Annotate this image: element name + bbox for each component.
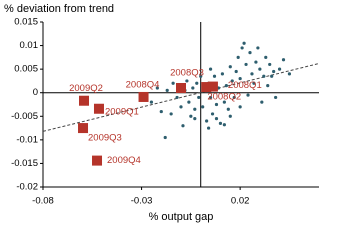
y-tick-label: -0.01 xyxy=(16,134,38,145)
point xyxy=(181,124,185,128)
point-label: 2009Q2 xyxy=(69,83,103,94)
point xyxy=(226,107,230,111)
point xyxy=(254,60,258,64)
point-label: 2008Q4 xyxy=(126,79,160,90)
point xyxy=(277,67,282,71)
x-tick-label: -0.08 xyxy=(32,196,54,207)
highlight-point xyxy=(93,103,104,114)
y-axis-label: % deviation from trend xyxy=(4,3,114,15)
point-label: 2009Q4 xyxy=(107,155,141,166)
point xyxy=(270,74,274,78)
y-tick-label: 0.015 xyxy=(14,17,38,28)
point xyxy=(205,119,209,123)
point xyxy=(252,81,256,85)
point xyxy=(193,107,197,111)
highlight-point xyxy=(176,83,186,93)
point xyxy=(159,109,163,114)
point xyxy=(244,62,248,67)
point xyxy=(210,112,215,116)
y-tick-label: -0.02 xyxy=(16,182,38,193)
highlight-point xyxy=(207,81,218,92)
point xyxy=(199,74,203,78)
point xyxy=(207,126,211,130)
point xyxy=(248,51,252,55)
highlight-point xyxy=(201,82,212,93)
point xyxy=(218,121,223,125)
y-tick-label: 0 xyxy=(33,87,38,98)
point xyxy=(169,112,173,116)
highlight-point xyxy=(79,95,90,106)
point xyxy=(240,46,244,50)
point-label: 2008Q3 xyxy=(170,68,204,79)
point xyxy=(262,74,266,78)
point xyxy=(195,81,199,85)
point xyxy=(260,100,264,104)
point xyxy=(287,72,292,76)
point xyxy=(214,117,219,121)
y-tick-label: 0.005 xyxy=(14,64,38,75)
point xyxy=(220,72,224,76)
point xyxy=(165,88,169,92)
point xyxy=(208,95,213,100)
page: % deviation from trend % output gap 0.01… xyxy=(4,2,320,223)
point xyxy=(236,55,240,59)
highlight-point xyxy=(138,91,149,102)
point xyxy=(266,84,270,88)
point xyxy=(281,58,286,62)
point xyxy=(214,102,219,107)
y-tick-label: -0.005 xyxy=(11,111,38,122)
point xyxy=(264,55,268,59)
y-tick-label: 0.01 xyxy=(20,40,39,51)
point xyxy=(163,135,167,140)
point xyxy=(191,86,195,90)
point xyxy=(238,105,242,109)
point xyxy=(230,79,234,83)
highlight-point xyxy=(92,155,103,166)
point xyxy=(228,114,232,118)
point xyxy=(232,95,236,100)
point xyxy=(187,100,191,104)
x-tick-label: 0.02 xyxy=(231,196,250,207)
point xyxy=(189,114,193,118)
y-tick-label: -0.015 xyxy=(11,158,38,169)
point-label: 2009Q3 xyxy=(88,133,122,144)
point xyxy=(242,41,246,45)
chart: % deviation from trend % output gap 0.01… xyxy=(4,3,320,223)
point xyxy=(224,84,228,88)
point xyxy=(238,76,242,81)
point xyxy=(274,95,278,100)
point xyxy=(246,93,250,97)
point xyxy=(149,100,154,104)
point xyxy=(171,81,175,85)
point xyxy=(250,72,254,76)
point xyxy=(222,123,226,127)
point xyxy=(234,69,238,74)
point xyxy=(193,117,197,121)
point xyxy=(155,86,159,90)
x-axis-label: % output gap xyxy=(149,211,214,223)
point xyxy=(185,79,189,83)
point xyxy=(272,69,276,74)
point xyxy=(175,95,179,100)
point xyxy=(201,105,205,109)
point-label: 2009Q1 xyxy=(105,106,139,117)
point xyxy=(179,105,183,109)
point xyxy=(212,74,217,78)
point xyxy=(228,65,232,69)
point xyxy=(222,100,226,104)
point xyxy=(258,67,262,71)
point xyxy=(268,62,272,67)
point-label: 2008Q2 xyxy=(207,92,241,103)
point xyxy=(256,46,260,50)
x-tick-label: -0.03 xyxy=(131,196,153,207)
point xyxy=(197,95,201,100)
point xyxy=(208,67,213,71)
highlight-point xyxy=(78,123,89,134)
trend-line xyxy=(42,63,320,132)
point-label: 2008Q1 xyxy=(228,80,262,91)
